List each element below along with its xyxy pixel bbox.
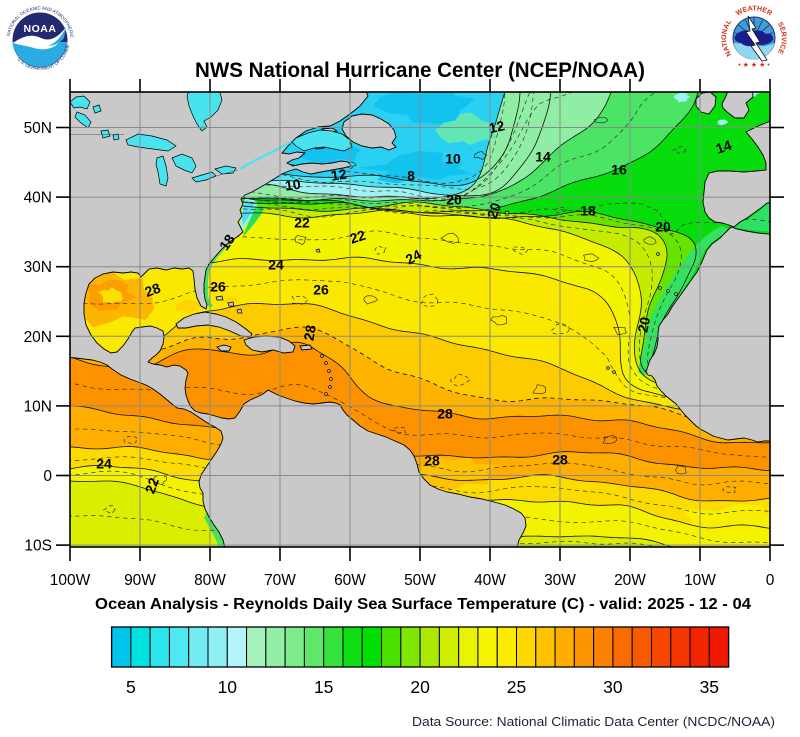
svg-text:SERVICE: SERVICE [776, 21, 787, 55]
svg-text:28: 28 [552, 452, 568, 468]
svg-text:NWS National Hurricane Center: NWS National Hurricane Center (NCEP/NOAA… [195, 59, 645, 82]
svg-text:20N: 20N [24, 329, 52, 346]
svg-text:10: 10 [218, 677, 238, 697]
svg-text:10S: 10S [24, 538, 52, 555]
svg-text:24: 24 [268, 257, 284, 273]
svg-text:30W: 30W [544, 572, 576, 589]
svg-text:22: 22 [294, 215, 310, 231]
svg-text:28: 28 [143, 280, 163, 300]
svg-text:• ★ ★ ★ •: • ★ ★ ★ • [738, 61, 770, 69]
svg-text:26: 26 [313, 282, 329, 298]
svg-text:30N: 30N [24, 259, 52, 276]
svg-text:20W: 20W [614, 572, 646, 589]
svg-text:40N: 40N [24, 190, 52, 207]
svg-text:15: 15 [314, 677, 333, 697]
svg-text:Data Source: National Climatic: Data Source: National Climatic Data Cent… [412, 714, 775, 729]
svg-text:5: 5 [126, 677, 136, 697]
svg-text:28: 28 [424, 453, 440, 469]
svg-text:0: 0 [43, 468, 52, 485]
svg-text:10: 10 [284, 176, 302, 194]
svg-text:8: 8 [407, 168, 415, 184]
svg-text:26: 26 [210, 279, 226, 295]
svg-text:14: 14 [714, 137, 734, 157]
svg-text:60W: 60W [334, 572, 366, 589]
svg-text:40W: 40W [474, 572, 506, 589]
svg-text:10: 10 [445, 151, 461, 167]
svg-text:100W: 100W [50, 572, 91, 589]
svg-text:22: 22 [348, 227, 368, 247]
svg-text:20: 20 [655, 219, 671, 235]
svg-text:30: 30 [603, 677, 623, 697]
svg-text:70W: 70W [264, 572, 296, 589]
svg-text:90W: 90W [124, 572, 156, 589]
svg-text:14: 14 [535, 149, 551, 165]
svg-text:Ocean Analysis - Reynolds Dail: Ocean Analysis - Reynolds Daily Sea Surf… [95, 596, 751, 613]
svg-text:12: 12 [487, 117, 506, 136]
svg-text:35: 35 [700, 677, 719, 697]
svg-text:28: 28 [300, 324, 318, 342]
svg-text:50W: 50W [404, 572, 436, 589]
svg-text:10W: 10W [684, 572, 716, 589]
svg-text:0: 0 [766, 572, 775, 589]
svg-text:24: 24 [96, 456, 112, 472]
svg-text:NOAA: NOAA [24, 23, 57, 35]
svg-text:22: 22 [142, 475, 162, 495]
svg-text:20: 20 [446, 192, 462, 208]
svg-text:16: 16 [611, 162, 627, 178]
svg-text:80W: 80W [194, 572, 226, 589]
svg-text:20: 20 [634, 315, 653, 334]
svg-text:28: 28 [437, 406, 453, 422]
svg-text:10N: 10N [24, 398, 52, 415]
svg-text:50N: 50N [24, 120, 52, 137]
svg-text:25: 25 [507, 677, 526, 697]
svg-text:12: 12 [330, 166, 348, 184]
svg-text:24: 24 [403, 246, 424, 268]
svg-text:20: 20 [410, 677, 430, 697]
svg-text:20: 20 [484, 200, 504, 220]
svg-text:18: 18 [580, 203, 596, 219]
